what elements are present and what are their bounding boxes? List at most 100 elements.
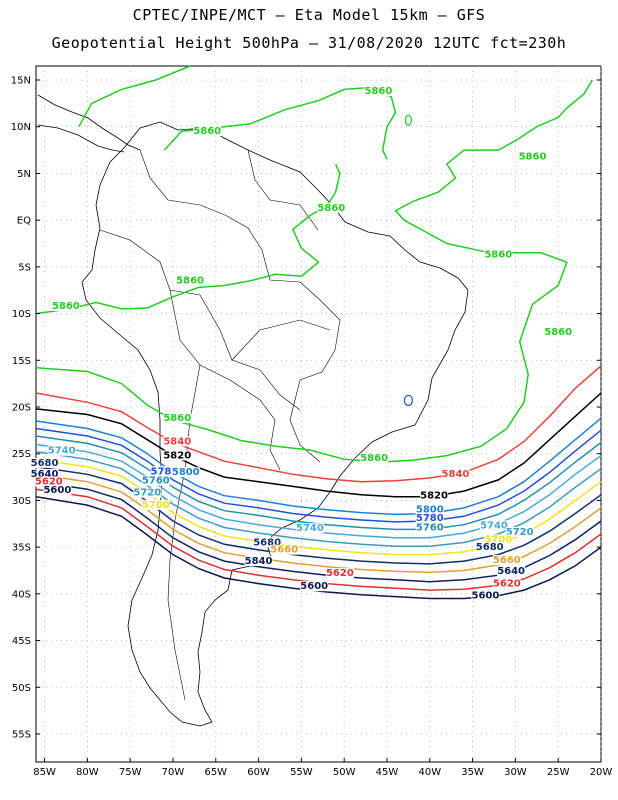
lon-tick-label: 75W — [119, 767, 142, 778]
contour-label: 5820 — [163, 450, 191, 461]
lon-tick-label: 70W — [162, 767, 185, 778]
lon-tick-label: 40W — [418, 767, 441, 778]
contour-label: 5860 — [52, 301, 80, 312]
contour-label: 5860 — [519, 151, 547, 162]
lat-tick-label: 50S — [12, 683, 31, 694]
contour-label: 5820 — [420, 491, 448, 502]
lat-tick-label: 45S — [12, 636, 31, 647]
contour-label-bg — [420, 490, 449, 501]
contour-label-bg — [518, 151, 547, 162]
contour-label: 5840 — [442, 469, 470, 480]
contour-label-bg — [317, 202, 346, 213]
contour-label-bg — [295, 523, 324, 534]
lon-tick-label: 65W — [204, 767, 227, 778]
contour-line-5760 — [35, 435, 602, 531]
contour-label-bg — [51, 300, 80, 311]
contour-label: 5860 — [176, 276, 204, 287]
country-borders — [99, 149, 341, 701]
contour-label: 5800 — [172, 467, 200, 478]
contour-label: 5640 — [31, 469, 59, 480]
contour-label-bg — [441, 469, 470, 480]
land-outlines — [37, 94, 469, 727]
contour-label: 5740 — [480, 520, 508, 531]
contour-label: 5660 — [270, 545, 298, 556]
lon-tick-label: 55W — [290, 767, 313, 778]
contour-label: 5600 — [472, 591, 500, 602]
contour-label: 5760 — [142, 476, 170, 487]
lat-tick-label: 30S — [12, 496, 31, 507]
contour-label-bg — [484, 534, 513, 545]
contour-label-bg — [141, 475, 170, 486]
contour-label: 5660 — [493, 555, 521, 566]
lon-tick-label: 60W — [247, 767, 270, 778]
chart-title-line1: CPTEC/INPE/MCT – Eta Model 15km – GFS — [132, 6, 486, 24]
lat-tick-label: EQ — [17, 216, 31, 227]
contour-label-bg — [141, 499, 170, 510]
contour-label-bg — [475, 541, 504, 552]
contour-label: 5860 — [360, 453, 388, 464]
contour-line-5860 — [35, 163, 341, 315]
lat-tick-label: 10S — [12, 309, 31, 320]
contour-lines — [35, 65, 602, 600]
lat-tick-label: 25S — [12, 449, 31, 460]
contour-label: 5680 — [31, 458, 59, 469]
contour-label: 5860 — [365, 86, 393, 97]
contour-label: 5620 — [326, 568, 354, 579]
contour-label: 5680 — [476, 542, 504, 553]
contour-label: 5600 — [43, 485, 71, 496]
contour-label: 5860 — [193, 126, 221, 137]
contour-label-bg — [360, 453, 389, 464]
contour-closed-small — [404, 114, 412, 126]
contour-label-bg — [415, 512, 444, 523]
lon-tick-label: 85W — [33, 767, 56, 778]
lat-tick-label: 35S — [12, 543, 31, 554]
contour-closed-high — [403, 394, 413, 407]
contour-label-bg — [270, 544, 299, 555]
contour-label: 5740 — [48, 446, 76, 457]
contour-line-5860 — [35, 79, 594, 463]
contour-label: 5640 — [497, 566, 525, 577]
contour-label: 5620 — [493, 578, 521, 589]
contour-line-5860 — [78, 65, 191, 128]
contour-label: 5840 — [245, 556, 273, 567]
lon-tick-label: 20W — [590, 767, 613, 778]
contour-label-bg — [364, 86, 393, 97]
lat-tick-label: 20S — [12, 402, 31, 413]
contour-label-bg — [150, 466, 179, 477]
contour-label-bg — [30, 469, 59, 480]
contour-line-5820 — [35, 392, 602, 498]
contour-label-bg — [163, 436, 192, 447]
lat-tick-label: 10N — [11, 122, 31, 133]
contour-label-bg — [415, 504, 444, 515]
contour-label: 5720 — [506, 527, 534, 538]
contour-label-bg — [492, 578, 521, 589]
contour-label: 5720 — [133, 488, 161, 499]
contour-label: 5840 — [163, 436, 191, 447]
contour-label: 5740 — [296, 523, 324, 534]
lon-tick-label: 45W — [376, 767, 399, 778]
contour-label: 5600 — [300, 581, 328, 592]
contour-label-bg — [471, 590, 500, 601]
contour-label-bg — [30, 457, 59, 468]
contour-label: 5680 — [253, 537, 281, 548]
contour-label-bg — [497, 566, 526, 577]
contour-label: 5700 — [484, 534, 512, 545]
contour-label-bg — [325, 568, 354, 579]
contour-label: 5620 — [35, 477, 63, 488]
contour-label-bg — [544, 327, 573, 338]
lon-tick-label: 50W — [333, 767, 356, 778]
lon-tick-label: 80W — [76, 767, 99, 778]
lon-tick-label: 35W — [461, 767, 484, 778]
contour-label-bg — [176, 275, 205, 286]
contour-label-bg — [505, 526, 534, 537]
contour-line-5780 — [35, 427, 602, 523]
contour-line-5600 — [35, 495, 602, 600]
contour-label-bg — [34, 476, 63, 487]
lat-tick-label: 15S — [12, 356, 31, 367]
contour-label-bg — [415, 522, 444, 533]
lon-tick-label: 30W — [504, 767, 527, 778]
lat-tick-label: 5N — [17, 169, 31, 180]
lat-tick-label: 55S — [12, 729, 31, 740]
contour-label: 5860 — [317, 203, 345, 214]
